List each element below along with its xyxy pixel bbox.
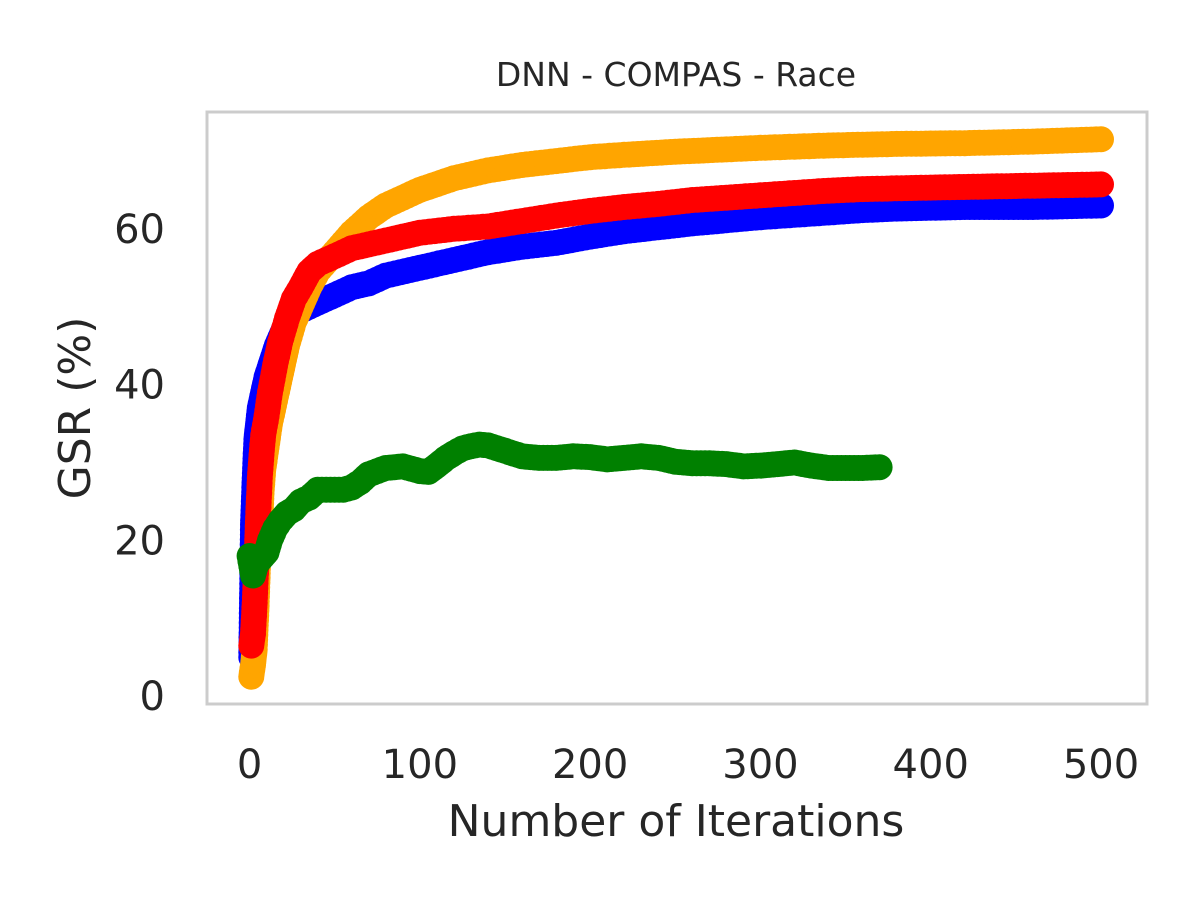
chart-title: DNN - COMPAS - Race [496,55,856,94]
series-2 [238,171,1114,659]
x-axis-label: Number of Iterations [448,796,905,847]
x-tick-label: 300 [722,742,798,788]
x-tick-label: 100 [382,742,458,788]
y-axis-ticks: 0 20 40 60 [114,207,165,720]
y-tick-label: 20 [114,518,165,564]
data-point [1088,126,1114,153]
x-tick-label: 0 [237,742,262,788]
data-point [866,454,893,481]
y-tick-label: 40 [114,363,165,409]
series-layer [236,126,1114,690]
y-tick-label: 60 [114,207,165,253]
y-tick-label: 0 [140,674,165,720]
x-tick-label: 400 [893,742,969,788]
x-tick-label: 500 [1063,742,1139,788]
data-point [1088,192,1114,219]
data-point [1088,171,1114,198]
series-3 [236,431,893,589]
x-axis-ticks: 0 100 200 300 400 500 [237,742,1139,788]
y-axis-label: GSR (%) [50,317,101,500]
x-tick-label: 200 [552,742,628,788]
